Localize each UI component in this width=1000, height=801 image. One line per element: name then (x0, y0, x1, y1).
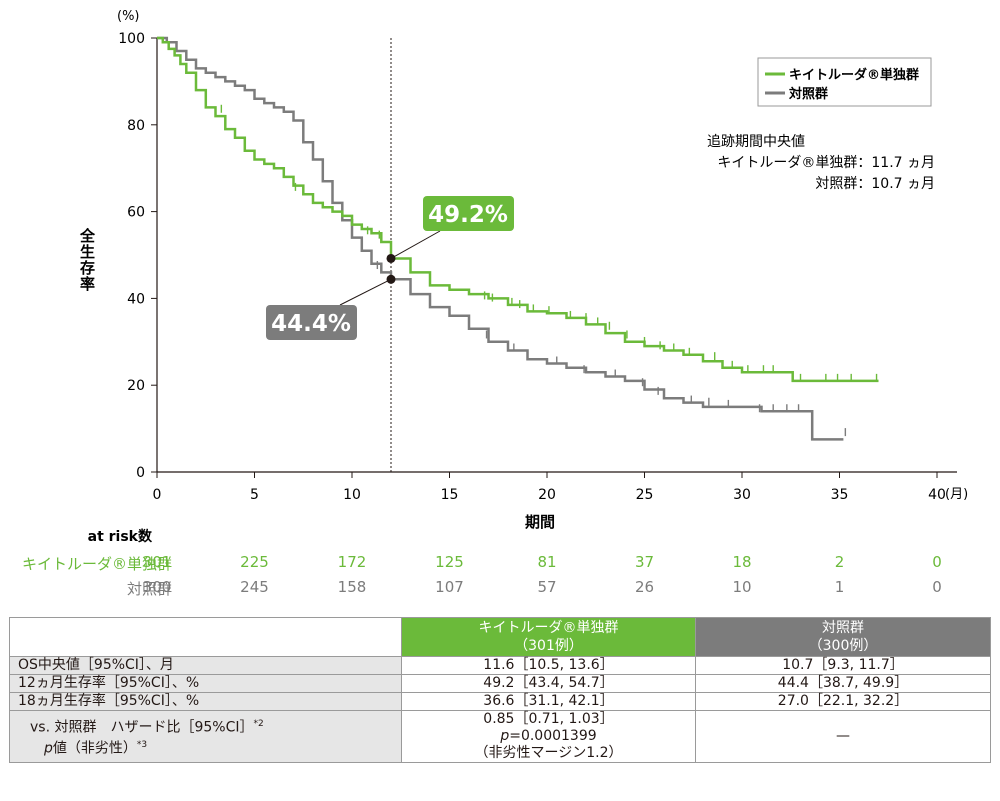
at-risk-value: 18 (732, 553, 752, 571)
x-tick-label: 25 (636, 487, 654, 503)
y-ticks: 0 20 40 60 80 100 (118, 31, 157, 481)
header-gray: 対照群 （300例） (695, 617, 991, 657)
followup-title: 追跡期間中央値 (707, 134, 805, 150)
at-risk-label-green: キイトルーダ®単独群 (21, 555, 172, 573)
at-risk-value: 10 (732, 578, 752, 596)
at-risk-value: 57 (537, 578, 557, 596)
header-green-n: （301例） (514, 638, 583, 654)
callout-gray-box (266, 305, 357, 340)
y-tick-label: 100 (118, 31, 145, 47)
followup-note: 追跡期間中央値 キイトルーダ®単独群：11.7 ヵ月 対照群：10.7 ヵ月 (707, 134, 935, 192)
callout-green-leader (390, 230, 441, 259)
pvalue-value: =0.0001399 (509, 728, 597, 744)
legend-label-gray: 対照群 (788, 86, 828, 102)
noninferiority-margin: （非劣性マージン1.2） (474, 745, 623, 761)
x-tick-label: 30 (733, 487, 751, 503)
at-risk-value: 26 (634, 578, 655, 596)
series-line-0 (157, 36, 879, 383)
cell-green: 49.2［43.4, 54.7］ (401, 674, 696, 693)
followup-gray: 対照群：10.7 ヵ月 (815, 176, 935, 192)
y-tick-label: 20 (127, 378, 145, 394)
p-italic-value: p (500, 728, 510, 744)
row-label-hazard: vs. 対照群 ハザード比［95%CI］*2 p値（非劣性）*3 (9, 710, 402, 763)
at-risk-value: 125 (435, 553, 464, 571)
at-risk-value: 172 (337, 553, 367, 571)
cell-green-hazard: 0.85［0.71, 1.03］ p=0.0001399 （非劣性マージン1.2… (401, 710, 696, 763)
table-header-row: キイトルーダ®単独群 （301例） 対照群 （300例） (9, 617, 991, 657)
at-risk-value: 37 (634, 553, 655, 571)
y-tick-label: 0 (136, 465, 145, 481)
survival-chart: 0 5 10 15 20 25 30 35 40 0 20 40 60 80 100 (%) (月) 全生… (78, 9, 968, 545)
at-risk-value: 1 (834, 578, 845, 596)
footnote-2: *2 (253, 718, 264, 729)
gray-12-month-marker (386, 274, 396, 284)
cell-gray: 10.7［9.3, 11.7］ (695, 656, 991, 675)
x-ticks: 0 5 10 15 20 25 30 35 40 (153, 472, 946, 503)
at-risk-title: at risk数 (88, 528, 153, 545)
legend: キイトルーダ®単独群 対照群 (757, 57, 932, 107)
callout-green-value: 49.2% (428, 202, 508, 228)
hazard-ratio-value: 0.85［0.71, 1.03］ (483, 711, 614, 727)
at-risk-value: 0 (932, 553, 942, 571)
row-label: 18ヵ月生存率［95%CI］、% (9, 692, 402, 711)
cell-gray: 44.4［38.7, 49.9］ (695, 674, 991, 693)
at-risk-row-gray: 対照群 300 245 158 107 57 26 10 1 0 (0, 578, 1000, 598)
footnote-3: *3 (136, 739, 148, 750)
x-tick-label: 15 (441, 487, 459, 503)
at-risk-value: 158 (337, 578, 367, 596)
at-risk-value: 225 (240, 553, 269, 571)
series-layer (157, 36, 879, 441)
row-label: OS中央値［95%CI］、月 (9, 656, 402, 675)
x-tick-label: 40 (928, 487, 946, 503)
y-tick-label: 80 (127, 118, 145, 134)
at-risk-value: 245 (240, 578, 269, 596)
p-italic: p (44, 740, 53, 757)
row-label: 12ヵ月生存率［95%CI］、% (9, 674, 402, 693)
header-green: キイトルーダ®単独群 （301例） (401, 617, 696, 657)
x-tick-label: 20 (538, 487, 556, 503)
y-axis-title: 全生存率 (78, 227, 96, 292)
table-row: 18ヵ月生存率［95%CI］、% 36.6［31.1, 42.1］ 27.0［2… (9, 692, 991, 711)
header-gray-n: （300例） (808, 638, 878, 654)
at-risk-value: 107 (435, 578, 464, 596)
x-tick-label: 5 (250, 487, 259, 503)
cell-gray: 27.0［22.1, 32.2］ (695, 692, 991, 711)
header-gray-name: 対照群 (822, 620, 864, 636)
pvalue-label: 値（非劣性） (52, 740, 137, 757)
x-tick-label: 10 (343, 487, 361, 503)
y-tick-label: 60 (127, 205, 145, 221)
cell-green: 36.6［31.1, 42.1］ (401, 692, 696, 711)
results-table: キイトルーダ®単独群 （301例） 対照群 （300例） OS中央値［95%CI… (9, 617, 991, 763)
at-risk-value: 2 (834, 553, 845, 571)
followup-green: キイトルーダ®単独群：11.7 ヵ月 (717, 155, 935, 171)
x-unit-label: (月) (945, 487, 968, 502)
y-unit-label: (%) (117, 9, 140, 24)
at-risk-row-green: キイトルーダ®単独群 301 225 172 125 81 37 18 2 0 (0, 553, 1000, 573)
x-tick-label: 35 (831, 487, 849, 503)
callout-green-box (423, 196, 514, 231)
header-blank (9, 617, 402, 657)
legend-box (757, 57, 932, 107)
legend-label-green: キイトルーダ®単独群 (789, 67, 919, 83)
at-risk-value: 300 (142, 578, 172, 596)
at-risk-value: 0 (932, 578, 942, 596)
green-12-month-marker (386, 253, 396, 263)
at-risk-value: 301 (142, 553, 172, 571)
at-risk-value: 81 (537, 553, 557, 571)
callout-gray-value: 44.4% (271, 311, 351, 337)
at-risk-label-gray: 対照群 (126, 580, 172, 598)
cell-gray-hazard: — (695, 710, 991, 763)
table-row: vs. 対照群 ハザード比［95%CI］*2 p値（非劣性）*3 0.85［0.… (9, 710, 991, 763)
table-row: OS中央値［95%CI］、月 11.6［10.5, 13.6］ 10.7［9.3… (9, 656, 991, 675)
y-tick-label: 40 (127, 291, 145, 307)
cell-green: 11.6［10.5, 13.6］ (401, 656, 696, 675)
series-line-1 (157, 36, 844, 441)
hazard-label: vs. 対照群 ハザード比［95%CI］ (30, 719, 254, 736)
header-green-name: キイトルーダ®単独群 (478, 620, 619, 636)
callout-gray-leader (339, 278, 392, 306)
x-axis-title: 期間 (525, 513, 555, 531)
x-tick-label: 0 (153, 487, 162, 503)
table-row: 12ヵ月生存率［95%CI］、% 49.2［43.4, 54.7］ 44.4［3… (9, 674, 991, 693)
